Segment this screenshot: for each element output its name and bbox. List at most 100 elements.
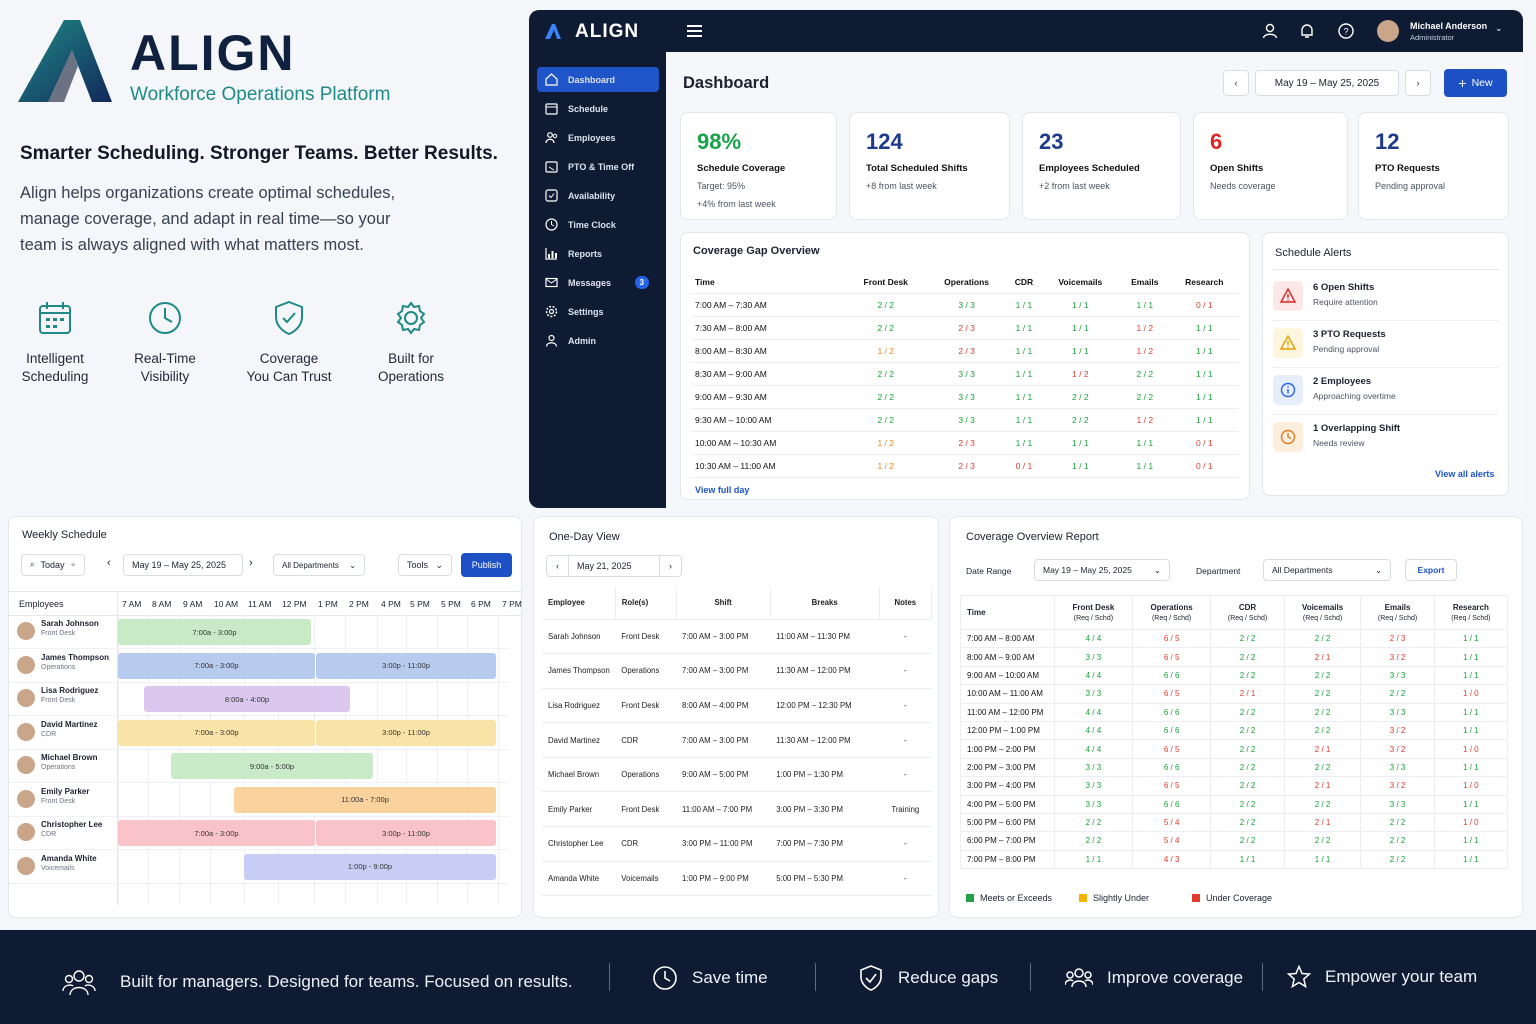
clock-icon (149, 302, 181, 334)
coverage-cell: 2 / 2 (1210, 647, 1285, 667)
coverage-cell: 2 / 2 (1210, 795, 1285, 814)
sidebar-item-dashboard[interactable]: Dashboard (537, 67, 659, 92)
next-week-button[interactable]: › (1405, 70, 1431, 96)
report-dept-value: All Departments (1272, 565, 1333, 575)
sidebar-item-admin[interactable]: Admin (537, 328, 659, 353)
column-header: Operations (925, 271, 1008, 294)
sidebar-item-time-clock[interactable]: Time Clock (537, 212, 659, 237)
table-row[interactable]: Emily Parker Front Desk 11:00 AM – 7:00 PM… (542, 791, 932, 828)
shift-block[interactable]: 11:00a - 7:00p (234, 786, 496, 813)
alert-title: 3 PTO Requests (1313, 329, 1386, 340)
hamburger-menu-icon[interactable] (687, 25, 702, 37)
table-row[interactable]: James Thompson Operations 7:00 AM – 3:00 P… (542, 653, 932, 689)
report-date-range-select[interactable]: May 19 – May 25, 2025 ⌄ (1034, 559, 1170, 581)
week-range-picker[interactable]: May 19 – May 25, 2025 (123, 554, 243, 576)
chevron-down-icon[interactable]: ⌄ (1495, 23, 1503, 33)
shift-block[interactable]: 1:00p - 9:00p (244, 853, 496, 880)
tools-menu[interactable]: Tools ⌄ (398, 554, 452, 576)
employee-role: Front Desk (41, 797, 76, 805)
alert-item[interactable]: 3 PTO Requests Pending approval (1273, 324, 1499, 368)
export-button[interactable]: Export (1405, 559, 1457, 581)
shift-block[interactable]: 8:00a - 4:00p (144, 686, 350, 712)
help-icon[interactable]: ? (1338, 23, 1354, 39)
sidebar-item-messages[interactable]: Messages 3 (537, 270, 659, 295)
coverage-cell: 6 / 5 (1132, 776, 1212, 796)
department-select[interactable]: All Departments ⌄ (273, 554, 365, 576)
coverage-cell: 3 / 2 (1360, 647, 1435, 667)
employee-row[interactable]: Lisa Rodriguez Front Desk (17, 684, 127, 716)
next-week-button[interactable]: › (249, 557, 253, 569)
shift-block[interactable]: 3:00p - 11:00p (316, 719, 496, 746)
coverage-cell: 1 / 1 (1434, 629, 1509, 649)
prev-day-button[interactable]: ‹ (547, 556, 569, 576)
sidebar-item-employees[interactable]: Employees (537, 125, 659, 150)
employee-row[interactable]: Christopher Lee CDR (17, 818, 127, 850)
employee-row[interactable]: James Thompson Operations (17, 651, 127, 683)
brand-name: ALIGN (130, 25, 296, 81)
sidebar-item-schedule[interactable]: Schedule (537, 96, 659, 121)
shift-block[interactable]: 7:00a - 3:00p (118, 619, 311, 645)
hour-label: 7 AM (122, 599, 142, 609)
time-cell: 7:00 AM – 8:00 AM (960, 629, 1055, 649)
report-department-select[interactable]: All Departments ⌄ (1263, 559, 1391, 581)
coverage-cell: 3 / 2 (1360, 776, 1435, 796)
employee-role: Front Desk (41, 697, 76, 704)
weekly-schedule-card: Weekly Schedule ⌕ Today + ‹ May 19 – May 2… (8, 516, 523, 918)
shift-block[interactable]: 7:00a - 3:00p (118, 820, 315, 846)
date-range-picker[interactable]: May 19 – May 25, 2025 (1255, 70, 1399, 96)
sidebar-item-availability[interactable]: Availability (537, 183, 659, 208)
prev-week-button[interactable]: ‹ (1223, 70, 1249, 96)
next-day-button[interactable]: › (659, 556, 681, 576)
view-full-day-link[interactable]: View full day (695, 485, 750, 495)
today-button[interactable]: ⌕ Today + (21, 554, 85, 576)
date-value: May 21, 2025 (577, 561, 632, 571)
divider (1262, 963, 1263, 991)
table-row[interactable]: Amanda White Voicemails 1:00 PM – 9:00 PM 5… (542, 861, 932, 897)
coverage-cell: 0 / 1 (1169, 431, 1239, 455)
table-cell: Front Desk (615, 619, 676, 655)
alert-item[interactable]: 1 Overlapping Shift Needs review (1273, 418, 1499, 458)
sidebar-item-settings[interactable]: Settings (537, 299, 659, 324)
mail-icon (545, 277, 558, 288)
employee-row[interactable]: Michael Brown Operations (17, 751, 127, 783)
sidebar-item-pto-time-off[interactable]: PTO & Time Off (537, 154, 659, 179)
prev-week-button[interactable]: ‹ (107, 557, 111, 569)
shift-block[interactable]: 7:00a - 3:00p (118, 652, 315, 679)
today-label: Today (40, 560, 65, 570)
shift-block[interactable]: 7:00a - 3:00p (118, 719, 315, 746)
card-title: One-Day View (549, 531, 620, 543)
user-profile-icon[interactable] (1262, 23, 1278, 39)
time-cell: 3:00 PM – 4:00 PM (960, 776, 1055, 796)
shift-block[interactable]: 3:00p - 11:00p (316, 652, 496, 679)
new-button[interactable]: + New (1444, 69, 1507, 97)
publish-button[interactable]: Publish (461, 553, 512, 577)
employee-row[interactable]: Sarah Johnson Front Desk (17, 617, 127, 649)
sidebar-item-reports[interactable]: Reports (537, 241, 659, 266)
coverage-cell: 3 / 3 (1054, 795, 1133, 814)
employee-row[interactable]: Emily Parker Front Desk (17, 785, 127, 817)
date-picker[interactable]: ‹ May 21, 2025 › (546, 555, 682, 577)
notification-bell-icon[interactable] (1299, 23, 1315, 39)
view-all-alerts-link[interactable]: View all alerts (1435, 469, 1495, 479)
employee-row[interactable]: David Martinez CDR (17, 718, 127, 750)
column-subtitle: (Req / Schd) (1377, 614, 1418, 622)
sidebar-item-label: Schedule (568, 103, 609, 114)
avatar[interactable] (1377, 20, 1399, 42)
table-row[interactable]: Lisa Rodriguez Front Desk 8:00 AM – 4:00 P… (542, 688, 932, 724)
alert-item[interactable]: 2 Employees Approaching overtime (1273, 371, 1499, 415)
employee-role: Front Desk (41, 630, 76, 637)
coverage-cell: 2 / 2 (845, 362, 926, 386)
table-row[interactable]: Sarah Johnson Front Desk 7:00 AM – 3:00 PM… (542, 619, 932, 655)
table-row[interactable]: Christopher Lee CDR 3:00 PM – 11:00 PM 7:00… (542, 826, 932, 862)
table-row[interactable]: David Martinez CDR 7:00 AM – 3:00 PM 11:30 … (542, 722, 932, 758)
shift-block[interactable]: 9:00a - 5:00p (171, 753, 373, 779)
user-name[interactable]: Michael Anderson (1410, 21, 1488, 31)
table-cell: 3:00 PM – 11:00 PM (676, 826, 771, 862)
employee-row[interactable]: Amanda White Voicemails (17, 852, 127, 884)
table-row[interactable]: Michael Brown Operations 9:00 AM – 5:00 PM… (542, 757, 932, 793)
kpi-card: 23 Employees Scheduled +2 from last week (1022, 112, 1181, 220)
shift-block[interactable]: 3:00p - 11:00p (316, 820, 496, 846)
alert-item[interactable]: 6 Open Shifts Require attention (1273, 277, 1499, 321)
shield-check-icon (860, 965, 882, 991)
footer-item-tagline: Built for managers. Designed for teams. … (62, 965, 573, 999)
